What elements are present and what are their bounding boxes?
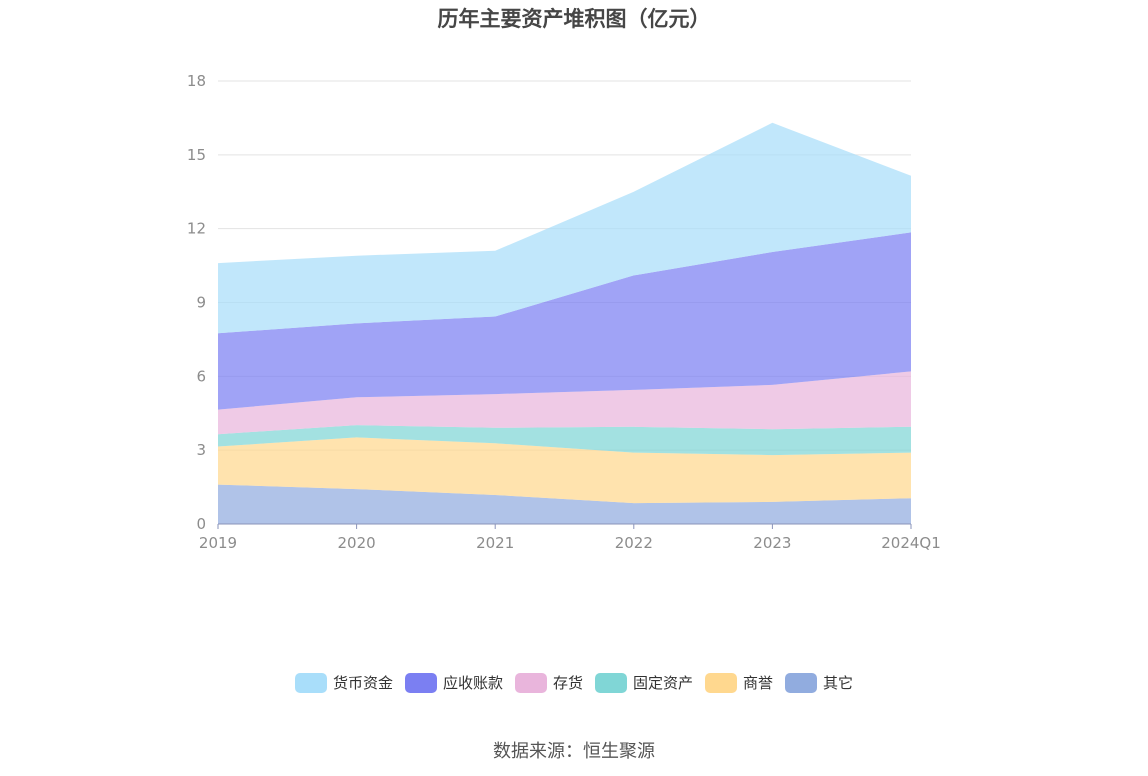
area-series-5 [218, 232, 911, 410]
y-tick-label: 9 [196, 294, 206, 312]
legend-label: 存货 [552, 674, 583, 692]
area-series-2 [218, 437, 911, 504]
legend-label: 应收账款 [442, 674, 503, 692]
legend-item[interactable]: 固定资产 [595, 672, 693, 693]
legend-swatch [595, 672, 627, 693]
y-tick-label: 3 [196, 441, 206, 459]
legend-swatch [294, 672, 327, 693]
legend-swatch [785, 672, 818, 693]
area-series-3 [218, 425, 911, 456]
y-tick-label: 12 [187, 220, 206, 238]
x-tick-label: 2022 [615, 534, 653, 552]
legend-item[interactable]: 商誉 [705, 672, 773, 693]
x-tick-labels: 2019 2020 2021 2022 2023 2024Q1 [199, 534, 941, 552]
area-series-4 [218, 371, 911, 435]
legend-item[interactable]: 应收账款 [404, 672, 503, 693]
area-series-1 [218, 484, 911, 524]
source-note: 数据来源：恒生聚源 [493, 741, 655, 762]
legend-swatch [705, 672, 738, 693]
y-tick-label: 18 [187, 72, 206, 90]
legend-swatch [404, 672, 437, 693]
area-series-6 [218, 122, 911, 334]
x-tick-label: 2021 [476, 534, 514, 552]
chart-title: 历年主要资产堆积图（亿元） [437, 7, 711, 31]
legend-label: 商誉 [743, 674, 774, 692]
legend-item[interactable]: 其它 [785, 672, 853, 693]
legend-label: 固定资产 [633, 674, 694, 692]
legend-swatch [514, 672, 547, 693]
x-tick-label: 2019 [199, 534, 237, 552]
y-tick-label: 0 [196, 515, 206, 533]
y-tick-label: 6 [196, 367, 206, 385]
axes [217, 523, 912, 529]
y-tick-label: 15 [187, 146, 206, 164]
legend-item[interactable]: 货币资金 [294, 672, 393, 693]
x-tick-label: 2023 [753, 534, 791, 552]
y-tick-labels: 0 3 6 9 12 15 18 [187, 72, 206, 533]
legend: 货币资金 应收账款 存货 固定资产 商誉 其它 [0, 672, 1148, 693]
legend-label: 货币资金 [332, 674, 393, 692]
area-series [218, 122, 911, 524]
legend-label: 其它 [823, 674, 854, 692]
legend-item[interactable]: 存货 [514, 672, 583, 693]
x-tick-label: 2024Q1 [881, 534, 941, 552]
x-tick-label: 2020 [338, 534, 376, 552]
